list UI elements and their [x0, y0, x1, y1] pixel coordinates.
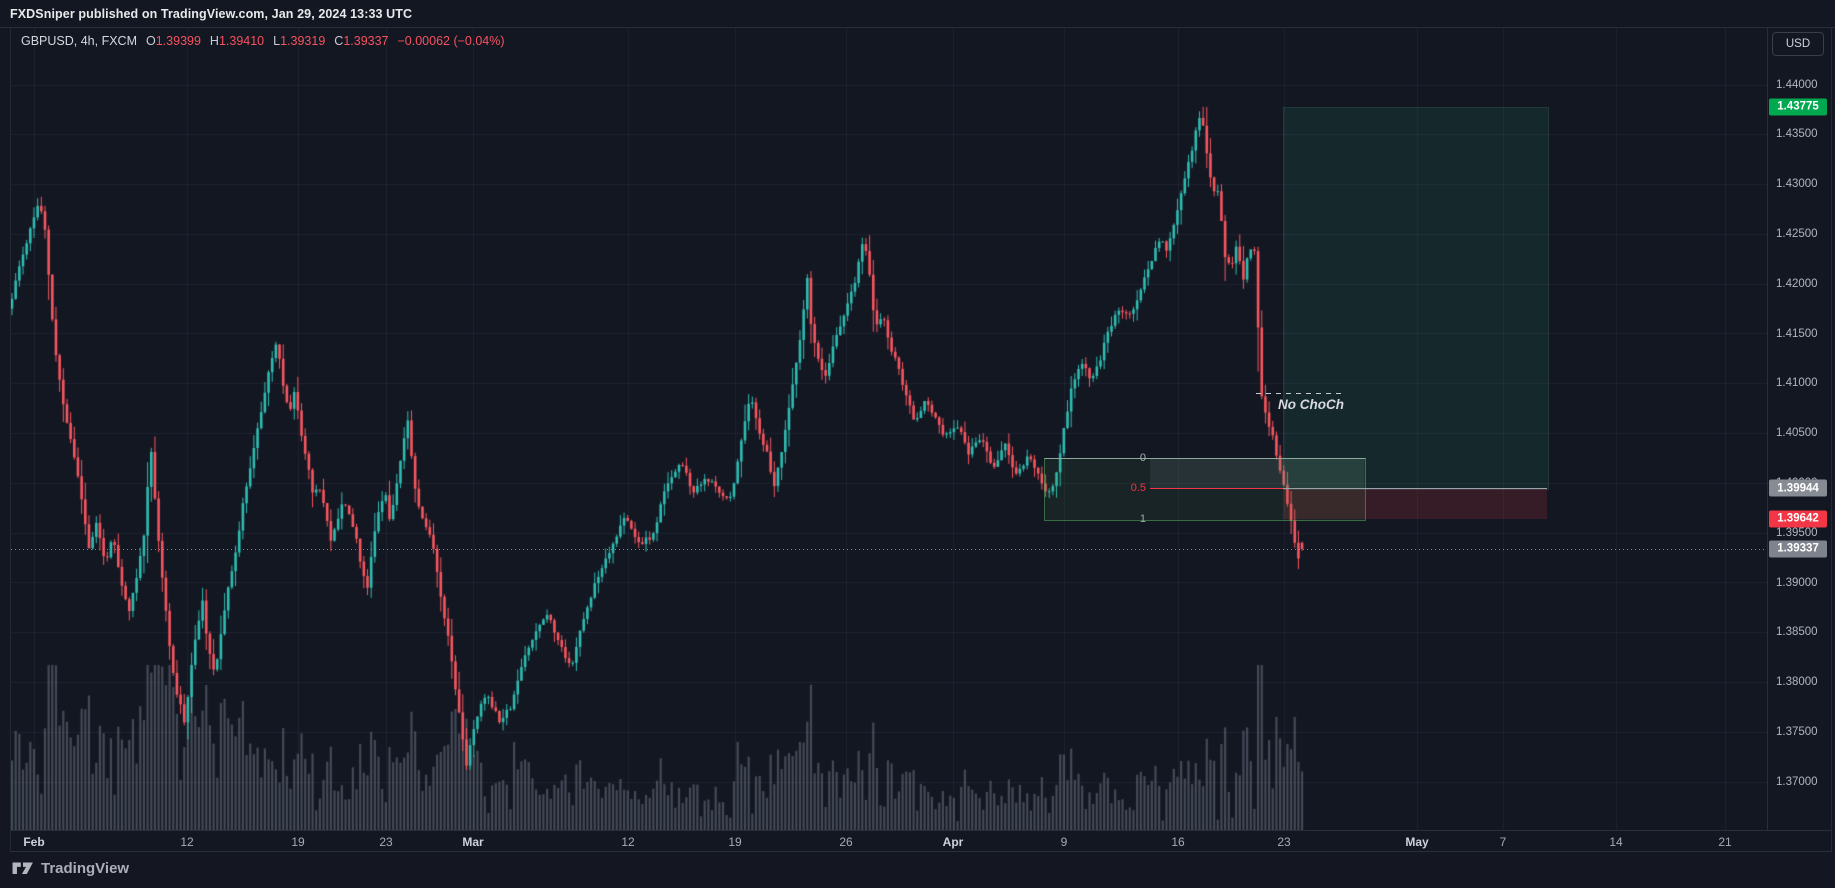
- choch-dashed-line[interactable]: [1256, 393, 1346, 395]
- time-tick-label: 26: [839, 835, 853, 849]
- entry-price-line[interactable]: [1283, 488, 1547, 490]
- fib-05-line[interactable]: [1150, 488, 1364, 490]
- fib-retracement-box[interactable]: [1044, 458, 1366, 521]
- chart-legend[interactable]: GBPUSD, 4h, FXCM O1.39399 H1.39410 L1.39319…: [21, 34, 505, 48]
- ohlc-item: C1.39337: [334, 34, 389, 48]
- price-tick-label: 1.44000: [1776, 78, 1818, 91]
- time-tick-label: 23: [1277, 835, 1291, 849]
- last-price-dotted-line: [11, 548, 1767, 550]
- price-tick-label: 1.43500: [1776, 128, 1818, 141]
- time-tick-label: Mar: [462, 835, 484, 849]
- target-price-badge: 1.43775: [1769, 98, 1827, 116]
- long-position-profit-box[interactable]: [1283, 106, 1549, 491]
- time-tick-label: 19: [291, 835, 305, 849]
- candlestick-chart-canvas[interactable]: [11, 28, 1767, 830]
- time-tick-label: 12: [621, 835, 635, 849]
- chart-widget: 0 0.5 1 No ChoCh GBPUSD, 4h, FXCM O1.3939…: [10, 28, 1832, 852]
- price-tick-label: 1.43000: [1776, 178, 1818, 191]
- time-tick-label: 9: [1060, 835, 1068, 849]
- price-tick-label: 1.42500: [1776, 227, 1818, 240]
- price-tick-label: 1.39000: [1776, 576, 1818, 589]
- choch-annotation[interactable]: No ChoCh: [1278, 397, 1344, 413]
- price-tick-label: 1.40500: [1776, 427, 1818, 440]
- long-position-stop-box[interactable]: [1283, 488, 1547, 519]
- ohlc-item: L1.39319: [273, 34, 326, 48]
- tradingview-logo-icon: [12, 862, 33, 874]
- time-tick-label: 21: [1718, 835, 1732, 849]
- fib-label-05: 0.5: [1130, 482, 1146, 495]
- fib-label-0: 0: [1139, 452, 1146, 465]
- price-tick-label: 1.41000: [1776, 377, 1818, 390]
- fib-label-1: 1: [1139, 512, 1146, 525]
- time-tick-label: 19: [728, 835, 742, 849]
- last-price-badge: 1.39337: [1769, 540, 1827, 558]
- price-tick-label: 1.37500: [1776, 725, 1818, 738]
- stop-price-badge: 1.39642: [1769, 510, 1827, 528]
- ohlc-values: O1.39399 H1.39410 L1.39319 C1.39337: [137, 34, 389, 48]
- symbol-title[interactable]: GBPUSD, 4h, FXCM: [21, 34, 137, 48]
- time-tick-label: 14: [1609, 835, 1623, 849]
- price-tick-label: 1.41500: [1776, 327, 1818, 340]
- entry-price-badge: 1.39944: [1769, 479, 1827, 497]
- price-tick-label: 1.38000: [1776, 676, 1818, 689]
- price-tick-label: 1.38500: [1776, 626, 1818, 639]
- price-tick-label: 1.39500: [1776, 526, 1818, 539]
- time-tick-label: 7: [1499, 835, 1507, 849]
- price-tick-label: 1.42000: [1776, 277, 1818, 290]
- price-axis[interactable]: USD 1.44000 1.43500 1.43000 1.42500 1.42000 1…: [1767, 28, 1831, 830]
- change-value: −0.00062 (−0.04%): [397, 34, 505, 48]
- currency-toggle-button[interactable]: USD: [1772, 32, 1824, 56]
- ohlc-item: O1.39399: [146, 34, 201, 48]
- time-tick-label: May: [1405, 835, 1429, 849]
- tradingview-wordmark: TradingView: [41, 860, 130, 877]
- time-tick-label: 23: [379, 835, 393, 849]
- time-tick-label: 12: [180, 835, 194, 849]
- time-tick-label: 16: [1171, 835, 1185, 849]
- tradingview-attribution[interactable]: TradingView: [12, 860, 129, 877]
- price-tick-label: 1.37000: [1776, 775, 1818, 788]
- time-tick-label: Apr: [942, 835, 964, 849]
- time-axis[interactable]: Feb 12 19 23 Mar 12 19 26 Apr 9 16 23 May 7 14 21: [11, 830, 1831, 852]
- time-tick-label: Feb: [23, 835, 45, 849]
- publish-info-text: FXDSniper published on TradingView.com, …: [10, 6, 413, 21]
- publish-info-bar: FXDSniper published on TradingView.com, …: [0, 0, 1835, 28]
- fib-upper-band: [1150, 459, 1364, 489]
- ohlc-item: H1.39410: [209, 34, 265, 48]
